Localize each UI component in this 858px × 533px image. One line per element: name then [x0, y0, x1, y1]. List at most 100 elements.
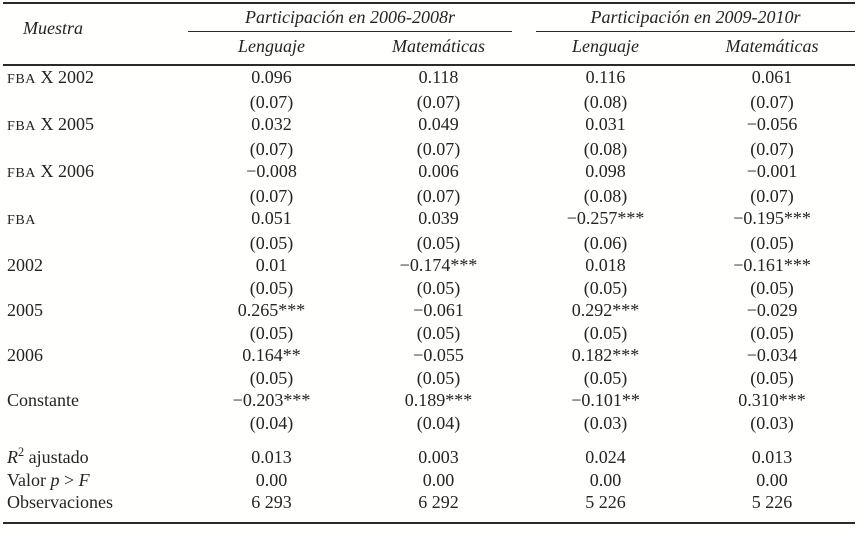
- estimate-cell: 0.01: [255, 255, 288, 275]
- table-row-estimates: Constante −0.203*** 0.189*** −0.101** 0.310*…: [3, 389, 855, 412]
- row-label-part: F: [78, 469, 90, 490]
- se-cell: (0.05): [249, 277, 294, 298]
- table-row-std-errors: (0.05) (0.05) (0.05) (0.05): [3, 367, 855, 390]
- stat-value-cell: 5 226: [689, 491, 856, 524]
- row-label: FBA: [3, 207, 188, 232]
- estimate-cell: 0.182***: [571, 345, 640, 365]
- se-cell: (0.05): [249, 367, 294, 388]
- stat-value-cell: 0.024: [585, 447, 626, 467]
- se-cell: (0.05): [583, 277, 628, 298]
- estimate-cell: 0.061: [751, 67, 793, 87]
- se-cell: (0.05): [750, 367, 794, 388]
- estimate-cell: 0.051: [251, 208, 292, 228]
- row-label: FBA X 2005: [3, 113, 188, 138]
- se-cell: (0.06): [583, 232, 628, 253]
- se-cell: (0.05): [750, 232, 794, 253]
- se-cell: (0.07): [249, 138, 294, 159]
- table-header: Muestra Participación en 2006-2008r Part…: [3, 2, 856, 66]
- se-cell: (0.08): [583, 138, 628, 159]
- se-cell: (0.07): [416, 138, 461, 159]
- se-cell: (0.04): [249, 412, 294, 433]
- group-header-2009-2010: Participación en 2009-2010r: [522, 2, 856, 32]
- se-cell: (0.05): [750, 322, 794, 343]
- estimate-cell: 0.189***: [404, 390, 473, 410]
- se-cell: (0.05): [416, 232, 461, 253]
- estimate-cell: 0.098: [585, 161, 626, 181]
- stat-value-cell: 0.003: [418, 447, 459, 467]
- stat-value-cell: 0.013: [251, 447, 292, 467]
- row-label-empty: [3, 232, 188, 255]
- row-label-part: FBA: [7, 118, 36, 134]
- row-label-part: 2002: [7, 255, 43, 275]
- estimate-cell: 0.310***: [738, 390, 806, 410]
- estimate-cell: −0.174***: [399, 255, 478, 275]
- group-title-underline: Participación en 2006-2008r: [188, 4, 513, 32]
- row-label-part: 2: [18, 445, 25, 459]
- group-header-row: Muestra Participación en 2006-2008r Part…: [3, 2, 856, 66]
- row-label-empty: [3, 91, 188, 114]
- se-cell: (0.07): [416, 185, 461, 206]
- stat-value-cell: 6 292: [355, 491, 523, 524]
- subcolumn-header-lenguaje-1: Lenguaje: [188, 32, 355, 66]
- stat-value-cell: 6 293: [188, 491, 355, 524]
- row-label-part: p: [50, 469, 60, 490]
- group-title-underline: Participación en 2009-2010r: [536, 4, 856, 32]
- se-cell: (0.07): [249, 91, 294, 112]
- stat-value-cell: 5 226: [522, 491, 690, 524]
- row-label-part: FBA: [7, 71, 36, 87]
- row-label-part: FBA: [7, 165, 36, 181]
- row-label-part: FBA: [7, 212, 36, 228]
- se-cell: (0.05): [750, 277, 794, 298]
- subcolumn-header-lenguaje-2: Lenguaje: [522, 32, 690, 66]
- table-row-estimates: 2002 0.01 −0.174*** 0.018 −0.161***: [3, 254, 855, 277]
- se-cell: (0.07): [416, 91, 461, 112]
- estimate-cell: 0.265***: [237, 300, 306, 320]
- estimate-cell: 0.032: [251, 114, 292, 134]
- stat-value-cell: 0.00: [589, 469, 622, 490]
- row-label-part: Constante: [7, 390, 79, 410]
- estimate-cell: 0.096: [251, 67, 292, 87]
- stat-value-cell: 0.00: [756, 469, 788, 490]
- row-label: 2005: [3, 299, 188, 322]
- estimate-cell: −0.008: [246, 161, 297, 181]
- row-label-part: Valor: [7, 469, 51, 490]
- estimate-cell: −0.195***: [733, 208, 811, 228]
- row-label-part: X 2002: [35, 67, 94, 87]
- stat-value-cell: 0.00: [255, 469, 288, 490]
- row-label-part: >: [59, 469, 79, 490]
- row-label-empty: [3, 138, 188, 161]
- se-cell: (0.05): [583, 367, 628, 388]
- row-label-empty: [3, 277, 188, 300]
- group-title: Participación en 2009-2010r: [590, 7, 801, 27]
- table-row-std-errors: (0.07) (0.07) (0.08) (0.07): [3, 185, 855, 208]
- estimate-cell: −0.055: [413, 345, 464, 365]
- estimate-cell: −0.203***: [232, 390, 311, 410]
- table-row-std-errors: (0.05) (0.05) (0.05) (0.05): [3, 322, 855, 345]
- estimate-cell: −0.056: [746, 114, 798, 134]
- estimate-cell: 0.031: [585, 114, 626, 134]
- se-cell: (0.07): [249, 185, 294, 206]
- estimate-cell: 0.116: [585, 67, 626, 87]
- row-label-part: X 2006: [35, 161, 94, 181]
- table-row-statistic: Valor p > F 0.00 0.00 0.00 0.00: [3, 469, 855, 492]
- estimate-cell: 0.039: [418, 208, 459, 228]
- table-row-estimates: FBA X 2005 0.032 0.049 0.031 −0.056: [3, 113, 855, 138]
- se-cell: (0.07): [750, 91, 794, 112]
- estimate-cell: −0.001: [746, 161, 798, 181]
- se-cell: (0.05): [249, 232, 294, 253]
- table-row-std-errors: (0.04) (0.04) (0.03) (0.03): [3, 412, 855, 435]
- subcolumn-header-matematicas-2: Matemáticas: [689, 32, 856, 66]
- se-cell: (0.08): [583, 91, 628, 112]
- table-row-estimates: 2005 0.265*** −0.061 0.292*** −0.029: [3, 299, 855, 322]
- row-label: Valor p > F: [3, 469, 188, 492]
- table-row-estimates: 2006 0.164** −0.055 0.182*** −0.034: [3, 344, 855, 367]
- estimate-cell: 0.006: [418, 161, 459, 181]
- se-cell: (0.05): [416, 322, 461, 343]
- stat-value-cell: 0.013: [751, 447, 793, 467]
- se-cell: (0.04): [416, 412, 461, 433]
- se-cell: (0.07): [750, 138, 794, 159]
- row-label: FBA X 2002: [3, 65, 188, 91]
- se-cell: (0.05): [583, 322, 628, 343]
- row-label-part: 2005: [7, 300, 43, 320]
- table-row-std-errors: (0.07) (0.07) (0.08) (0.07): [3, 91, 855, 114]
